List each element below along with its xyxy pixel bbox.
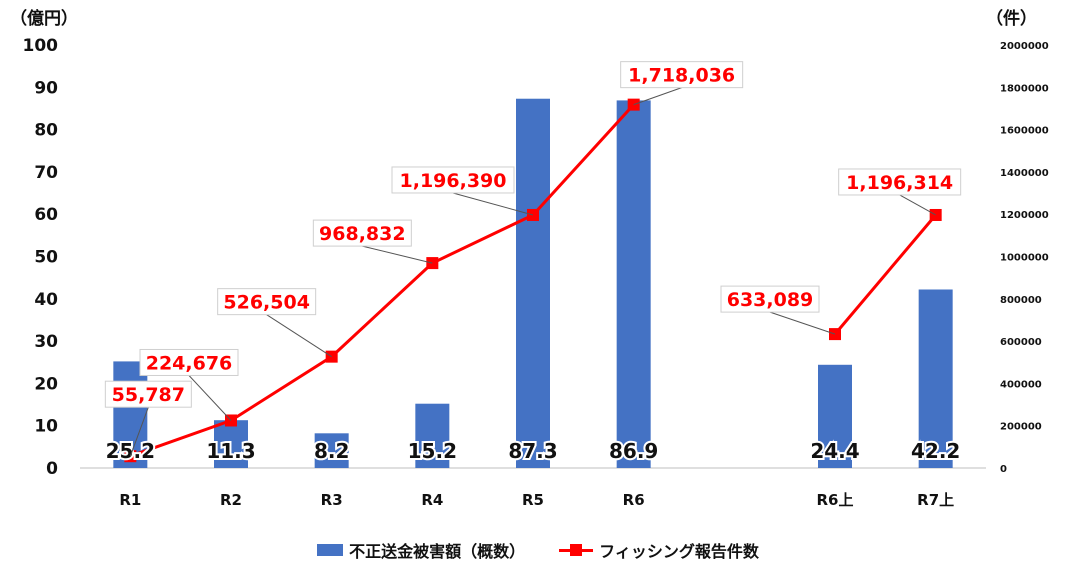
legend-item-bars: 不正送金被害額（概数） [317,538,525,562]
legend-label-line: フィッシング報告件数 [599,542,759,561]
data-label-box [139,348,239,376]
legend-item-line: フィッシング報告件数 [559,538,759,562]
legend-bar-swatch [317,544,344,556]
left-tick-label: 70 [34,163,58,183]
left-tick-label: 20 [34,374,58,394]
bar-value-label: 11.3 [206,439,255,463]
line-value-label: 1,196,314 [846,172,953,194]
bar-value-label: 8.2 [314,439,349,463]
bar-value-label: 86.9 [609,439,658,463]
line-value-label: 526,504 [223,292,310,314]
bar [214,420,248,468]
bar-value-label: 25.2 [106,439,155,463]
legend-line-swatch [559,543,594,557]
line-value-label: 55,787 [112,384,185,406]
bar-value-label: 15.2 [408,439,457,463]
right-tick-label: 600000 [1000,337,1042,348]
left-tick-label: 30 [34,332,58,352]
data-label-box [391,166,515,194]
bar [415,403,450,468]
data-label-box [838,168,962,196]
right-tick-label: 1200000 [1000,210,1049,221]
data-label-box [104,380,192,408]
line-value-label: 224,676 [146,352,233,374]
left-tick-label: 100 [23,36,59,56]
category-label: R1 [119,491,141,509]
bar [918,289,953,468]
left-axis-unit-label: （億円） [10,9,78,29]
right-tick-label: 400000 [1000,379,1042,390]
line-series-path [129,103,635,458]
line-series-path [833,214,937,336]
left-tick-label: 0 [46,459,58,479]
right-axis-unit-label: （件） [986,9,1037,29]
legend: 不正送金被害額（概数） フィッシング報告件数 [0,538,1076,562]
data-label-box [620,61,744,89]
line-value-label: 1,718,036 [628,65,735,87]
legend-label-bars: 不正送金被害額（概数） [349,542,526,561]
left-tick-label: 80 [34,121,58,141]
bar-value-label: 42.2 [911,439,960,463]
line-value-label: 1,196,390 [400,170,507,192]
data-label-leader [899,194,936,216]
data-label-box [720,285,820,313]
category-label: R2 [220,491,242,509]
bar-value-label: 87.3 [508,439,557,463]
category-label: R7上 [917,491,954,509]
bar [516,98,550,468]
category-label: R6 [623,491,645,509]
category-label: R3 [321,491,343,509]
right-tick-label: 0 [1000,464,1007,475]
bar [818,364,852,468]
data-label-leader [633,87,682,106]
data-label-leader [129,407,149,457]
category-label: R6上 [817,491,854,509]
left-tick-label: 10 [34,417,58,437]
right-tick-label: 1400000 [1000,168,1049,179]
right-tick-label: 1800000 [1000,83,1049,94]
bar-value-label: 24.4 [810,439,859,463]
left-tick-label: 90 [34,78,58,98]
category-label: R5 [522,491,544,509]
line-value-label: 968,832 [319,223,406,245]
right-tick-label: 1600000 [1000,126,1049,137]
bar [616,100,651,469]
data-label-leader [452,192,534,216]
data-label-leader [266,314,332,358]
data-label-leader [362,245,433,264]
data-label-box [217,288,317,316]
right-tick-label: 1000000 [1000,253,1049,264]
data-label-leader [188,375,232,421]
right-tick-label: 800000 [1000,295,1042,306]
bar [314,433,349,468]
line-value-label: 633,089 [727,289,814,311]
category-label: R4 [421,491,443,509]
left-tick-label: 50 [34,248,58,268]
data-label-leader [769,311,836,335]
right-tick-label: 200000 [1000,422,1042,433]
left-tick-label: 60 [34,205,58,225]
data-label-box [312,219,412,247]
right-tick-label: 2000000 [1000,41,1049,52]
left-tick-label: 40 [34,290,58,310]
